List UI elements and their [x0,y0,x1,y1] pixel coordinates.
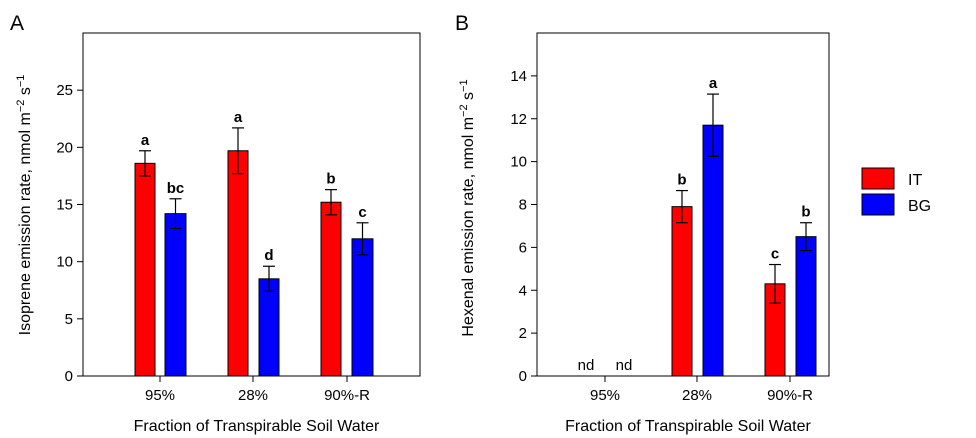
y-tick-label: 0 [519,368,527,385]
y-tick-label: 12 [510,111,527,128]
x-tick-label: 95% [590,387,620,404]
not-detected-label: nd [616,357,633,374]
legend-swatch-bg [861,193,895,216]
y-tick-label: 14 [510,68,527,85]
y-axis-title: Hexenal emission rate, nmol m−2 s−1 [458,79,477,336]
panel-b-chart: B 0 2 4 6 8 10 12 14 95% 28% 90%-R Fraction of Trans… [455,12,830,435]
bar-bg [258,278,280,377]
y-tick-label: 2 [519,325,527,342]
panel-letter: B [455,12,469,35]
significance-letter: c [358,204,366,221]
not-detected-label: nd [578,357,595,374]
y-tick-label: 25 [56,82,73,99]
bar-it [227,150,249,377]
y-tick-label: 8 [519,197,527,214]
significance-letter: a [141,132,150,149]
significance-letter: a [234,109,243,126]
y-tick-label: 10 [56,254,73,271]
x-tick-label: 90%-R [767,387,813,404]
bar-it [134,162,156,377]
y-tick-label: 5 [65,311,73,328]
x-tick-label: 28% [682,387,712,404]
significance-letter: b [801,204,810,221]
bar-bg [351,238,374,377]
legend: IT BG [861,167,931,216]
bar-bg [702,124,724,377]
significance-letter: a [709,75,718,92]
bar-it [671,206,693,377]
y-tick-label: 15 [56,197,73,214]
x-axis-title: Fraction of Transpirable Soil Water [565,418,811,435]
bar-bg [795,236,817,377]
y-tick-label: 10 [510,154,527,171]
x-axis-title: Fraction of Transpirable Soil Water [134,418,380,435]
y-tick-label: 6 [519,239,527,256]
y-axis-title: Isoprene emission rate, nmol m−2 s−1 [15,75,34,336]
significance-letter: bc [167,180,185,197]
y-tick-label: 4 [519,282,527,299]
legend-label-it: IT [908,172,922,189]
x-tick-label: 90%-R [324,387,370,404]
panel-a-chart: A 0 5 10 15 20 25 95% 28% 90%-R Fraction of Transp… [10,12,421,435]
legend-label-bg: BG [908,198,931,215]
bar-bg [164,213,187,377]
bar-it [320,201,342,377]
significance-letter: b [326,171,335,188]
y-tick-label: 0 [65,368,73,385]
y-tick-label: 20 [56,139,73,156]
x-tick-label: 95% [145,387,175,404]
significance-letter: d [264,247,273,264]
panel-letter: A [10,12,24,35]
legend-swatch-it [861,167,895,190]
significance-letter: b [677,172,686,189]
significance-letter: c [771,246,779,263]
x-tick-label: 28% [238,387,268,404]
